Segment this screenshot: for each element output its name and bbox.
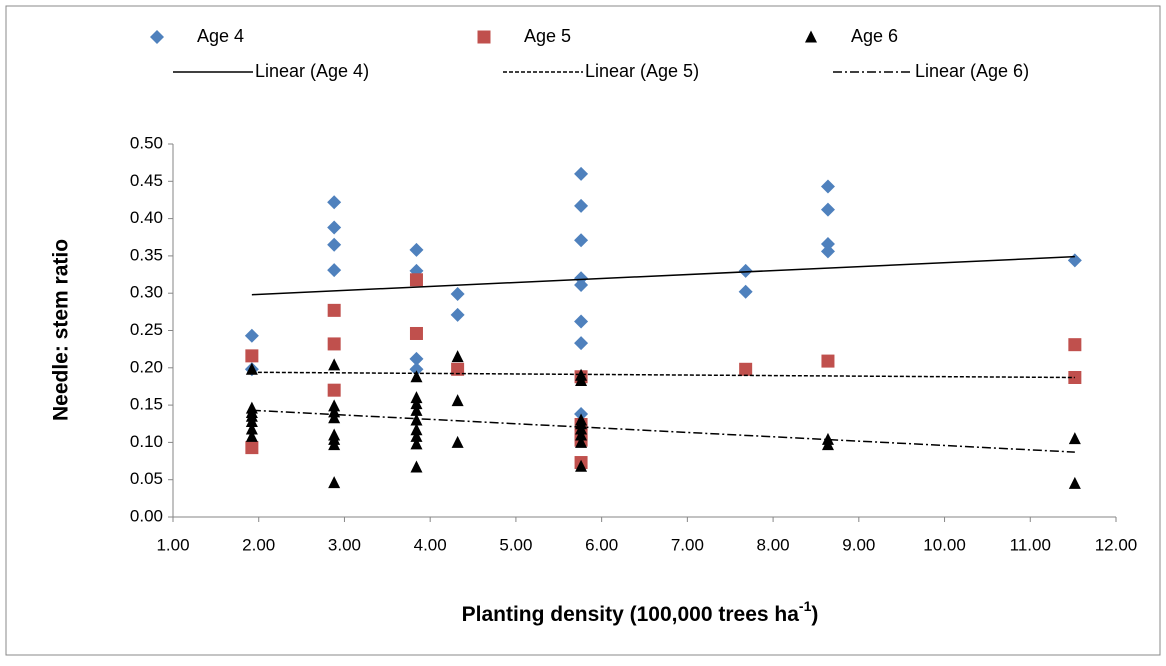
point bbox=[410, 413, 423, 426]
point bbox=[409, 242, 424, 257]
point bbox=[821, 354, 835, 368]
point bbox=[410, 423, 423, 436]
legend-label: Age 4 bbox=[197, 26, 244, 46]
point bbox=[575, 373, 588, 386]
y-tick-label: 0.30 bbox=[130, 283, 163, 302]
point bbox=[820, 244, 835, 259]
trend-line bbox=[251, 409, 1075, 453]
point bbox=[738, 263, 753, 278]
x-tick-label: 6.00 bbox=[585, 535, 618, 554]
point bbox=[327, 263, 342, 278]
point bbox=[410, 460, 423, 473]
point bbox=[451, 435, 464, 448]
point bbox=[575, 459, 588, 472]
x-tick-label: 8.00 bbox=[757, 535, 790, 554]
legend-marker bbox=[150, 30, 164, 44]
point bbox=[327, 220, 342, 235]
point bbox=[245, 349, 259, 363]
x-tick-label: 11.00 bbox=[1010, 535, 1051, 554]
point bbox=[574, 198, 589, 213]
point bbox=[1068, 432, 1081, 445]
point bbox=[574, 336, 589, 351]
x-tick-label: 1.00 bbox=[156, 535, 189, 554]
y-tick-label: 0.50 bbox=[130, 133, 163, 152]
y-tick-label: 0.00 bbox=[130, 506, 163, 525]
point bbox=[820, 179, 835, 194]
x-tick-label: 12.00 bbox=[1095, 535, 1138, 554]
y-tick-label: 0.40 bbox=[130, 208, 163, 227]
point bbox=[327, 337, 341, 351]
point bbox=[328, 476, 341, 489]
point bbox=[245, 441, 259, 455]
point bbox=[821, 438, 834, 451]
y-tick-label: 0.15 bbox=[130, 395, 163, 414]
x-tick-label: 2.00 bbox=[242, 535, 275, 554]
x-tick-label: 4.00 bbox=[414, 535, 447, 554]
chart-border bbox=[5, 5, 1161, 656]
point bbox=[328, 358, 341, 371]
y-tick-label: 0.05 bbox=[130, 469, 163, 488]
point bbox=[820, 236, 835, 251]
point bbox=[409, 326, 423, 340]
x-axis-title-text: Planting density (100,000 trees ha bbox=[462, 603, 800, 626]
point bbox=[327, 195, 342, 210]
point bbox=[244, 328, 259, 343]
point bbox=[738, 284, 753, 299]
x-tick-label: 7.00 bbox=[671, 535, 704, 554]
legend-label: Linear (Age 4) bbox=[255, 61, 369, 81]
point bbox=[450, 286, 465, 301]
legend-label: Age 6 bbox=[851, 26, 898, 46]
point bbox=[574, 314, 589, 329]
point bbox=[451, 350, 464, 363]
point bbox=[245, 415, 258, 428]
point bbox=[450, 307, 465, 322]
point bbox=[574, 166, 589, 181]
x-tick-label: 9.00 bbox=[842, 535, 875, 554]
point bbox=[574, 233, 589, 248]
point bbox=[1068, 338, 1082, 352]
point bbox=[327, 383, 341, 397]
legend-label: Age 5 bbox=[524, 26, 571, 46]
point bbox=[575, 428, 588, 441]
y-axis-title: Needle: stem ratio bbox=[50, 239, 73, 421]
y-tick-label: 0.35 bbox=[130, 245, 163, 264]
point bbox=[245, 422, 258, 435]
point bbox=[327, 237, 342, 252]
x-axis-title-sup: -1 bbox=[799, 598, 812, 614]
x-axis-title: Planting density (100,000 trees ha-1) bbox=[462, 598, 819, 626]
point bbox=[451, 394, 464, 407]
point bbox=[327, 303, 341, 317]
point bbox=[410, 429, 423, 442]
x-tick-label: 10.00 bbox=[923, 535, 966, 554]
point bbox=[739, 362, 753, 376]
point bbox=[575, 435, 588, 448]
point bbox=[410, 403, 423, 416]
point bbox=[1068, 476, 1081, 489]
legend-label: Linear (Age 5) bbox=[585, 61, 699, 81]
point bbox=[410, 437, 423, 450]
legend-label: Linear (Age 6) bbox=[915, 61, 1029, 81]
trend-line bbox=[251, 371, 1075, 379]
legend-marker bbox=[805, 30, 817, 43]
legend-marker bbox=[477, 30, 491, 44]
point bbox=[451, 362, 465, 376]
y-tick-label: 0.25 bbox=[130, 320, 163, 339]
point bbox=[328, 438, 341, 451]
point bbox=[574, 277, 589, 292]
point bbox=[410, 397, 423, 410]
y-tick-label: 0.10 bbox=[130, 432, 163, 451]
point bbox=[245, 429, 258, 442]
x-axis-title-end: ) bbox=[811, 603, 818, 626]
y-tick-label: 0.45 bbox=[130, 171, 163, 190]
y-tick-label: 0.20 bbox=[130, 357, 163, 376]
point bbox=[328, 411, 341, 424]
point bbox=[409, 273, 423, 287]
point bbox=[409, 351, 424, 366]
point bbox=[410, 370, 423, 383]
x-tick-label: 3.00 bbox=[328, 535, 361, 554]
point bbox=[820, 202, 835, 217]
x-tick-label: 5.00 bbox=[499, 535, 532, 554]
trend-line bbox=[251, 255, 1075, 296]
